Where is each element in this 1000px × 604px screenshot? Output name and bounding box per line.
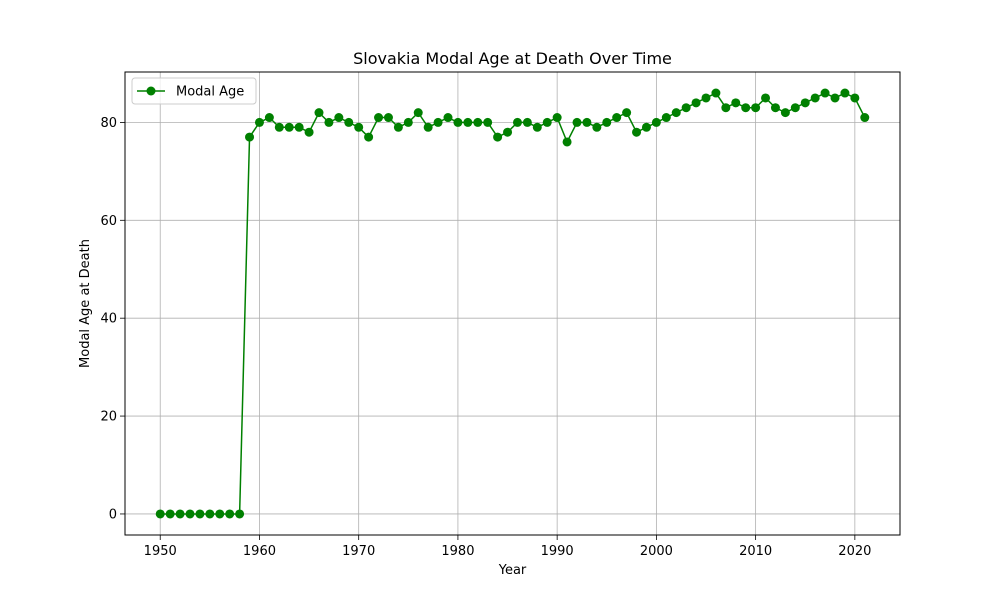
data-point [433,117,443,127]
data-point [751,103,761,113]
data-point [274,122,284,132]
y-tick-label: 60 [100,214,117,229]
y-tick-label: 40 [100,312,117,327]
chart-title: Slovakia Modal Age at Death Over Time [353,49,672,68]
data-point [165,509,175,519]
data-point [770,103,780,113]
data-point [542,117,552,127]
data-point [830,93,840,103]
data-point [711,88,721,98]
x-tick-label: 1950 [144,544,177,559]
data-point [235,509,245,519]
data-point [423,122,433,132]
ticks: 1950 1960 1970 1980 1990 2000 2010 2020 0 20 40 60 8… [100,116,871,559]
data-point [572,117,582,127]
x-tick-label: 2010 [739,544,772,559]
data-point [592,122,602,132]
axes-frame [124,71,901,536]
x-tick-label: 2020 [838,544,871,559]
grid [125,72,900,535]
y-tick-label: 80 [100,116,117,131]
y-tick-label: 0 [109,507,117,522]
data-point [532,122,542,132]
data-point [155,509,165,519]
series-layer [155,88,870,519]
data-point [810,93,820,103]
legend-box [131,77,257,105]
data-point [364,132,374,142]
legend: Modal Age [131,77,257,105]
data-point [195,509,205,519]
data-point [741,103,751,113]
data-point [205,509,215,519]
data-point [790,103,800,113]
data-point [582,117,592,127]
data-point [175,509,185,519]
data-point [522,117,532,127]
data-point [245,132,255,142]
data-point [403,117,413,127]
x-tick-label: 1990 [541,544,574,559]
legend-marker-swatch [146,86,156,96]
data-point [453,117,463,127]
data-point [651,117,661,127]
data-point [344,117,354,127]
data-point [860,113,870,123]
legend-entry-modal-age: Modal Age [176,85,244,100]
data-point [800,98,810,108]
data-point [215,509,225,519]
data-point [413,108,423,118]
data-point [503,127,513,137]
data-point [483,117,493,127]
data-point [780,108,790,118]
data-point [671,108,681,118]
data-point [393,122,403,132]
x-tick-label: 2000 [640,544,673,559]
x-tick-label: 1960 [243,544,276,559]
data-point [761,93,771,103]
data-point [383,113,393,123]
data-point [473,117,483,127]
data-point [354,122,364,132]
data-point [443,113,453,123]
data-point [632,127,642,137]
data-point [731,98,741,108]
data-point [612,113,622,123]
data-point [225,509,235,519]
data-point [552,113,562,123]
data-point [661,113,671,123]
data-point [602,117,612,127]
data-point [374,113,384,123]
data-point [463,117,473,127]
data-point [691,98,701,108]
data-point [840,88,850,98]
data-point [284,122,294,132]
data-point [254,117,264,127]
data-point [562,137,572,147]
data-point [334,113,344,123]
y-tick-label: 20 [100,410,117,425]
data-point [185,509,195,519]
y-axis-label: Modal Age at Death [78,239,93,368]
data-point [622,108,632,118]
data-point [493,132,503,142]
x-tick-label: 1980 [441,544,474,559]
data-point [681,103,691,113]
data-point [314,108,324,118]
data-point [721,103,731,113]
data-point [820,88,830,98]
data-point [324,117,334,127]
data-point [641,122,651,132]
data-point [264,113,274,123]
data-point [850,93,860,103]
x-tick-label: 1970 [342,544,375,559]
series-line-modal-age [160,92,866,515]
data-point [512,117,522,127]
x-axis-label: Year [498,563,527,578]
data-point [304,127,314,137]
data-point [701,93,711,103]
data-point [294,122,304,132]
